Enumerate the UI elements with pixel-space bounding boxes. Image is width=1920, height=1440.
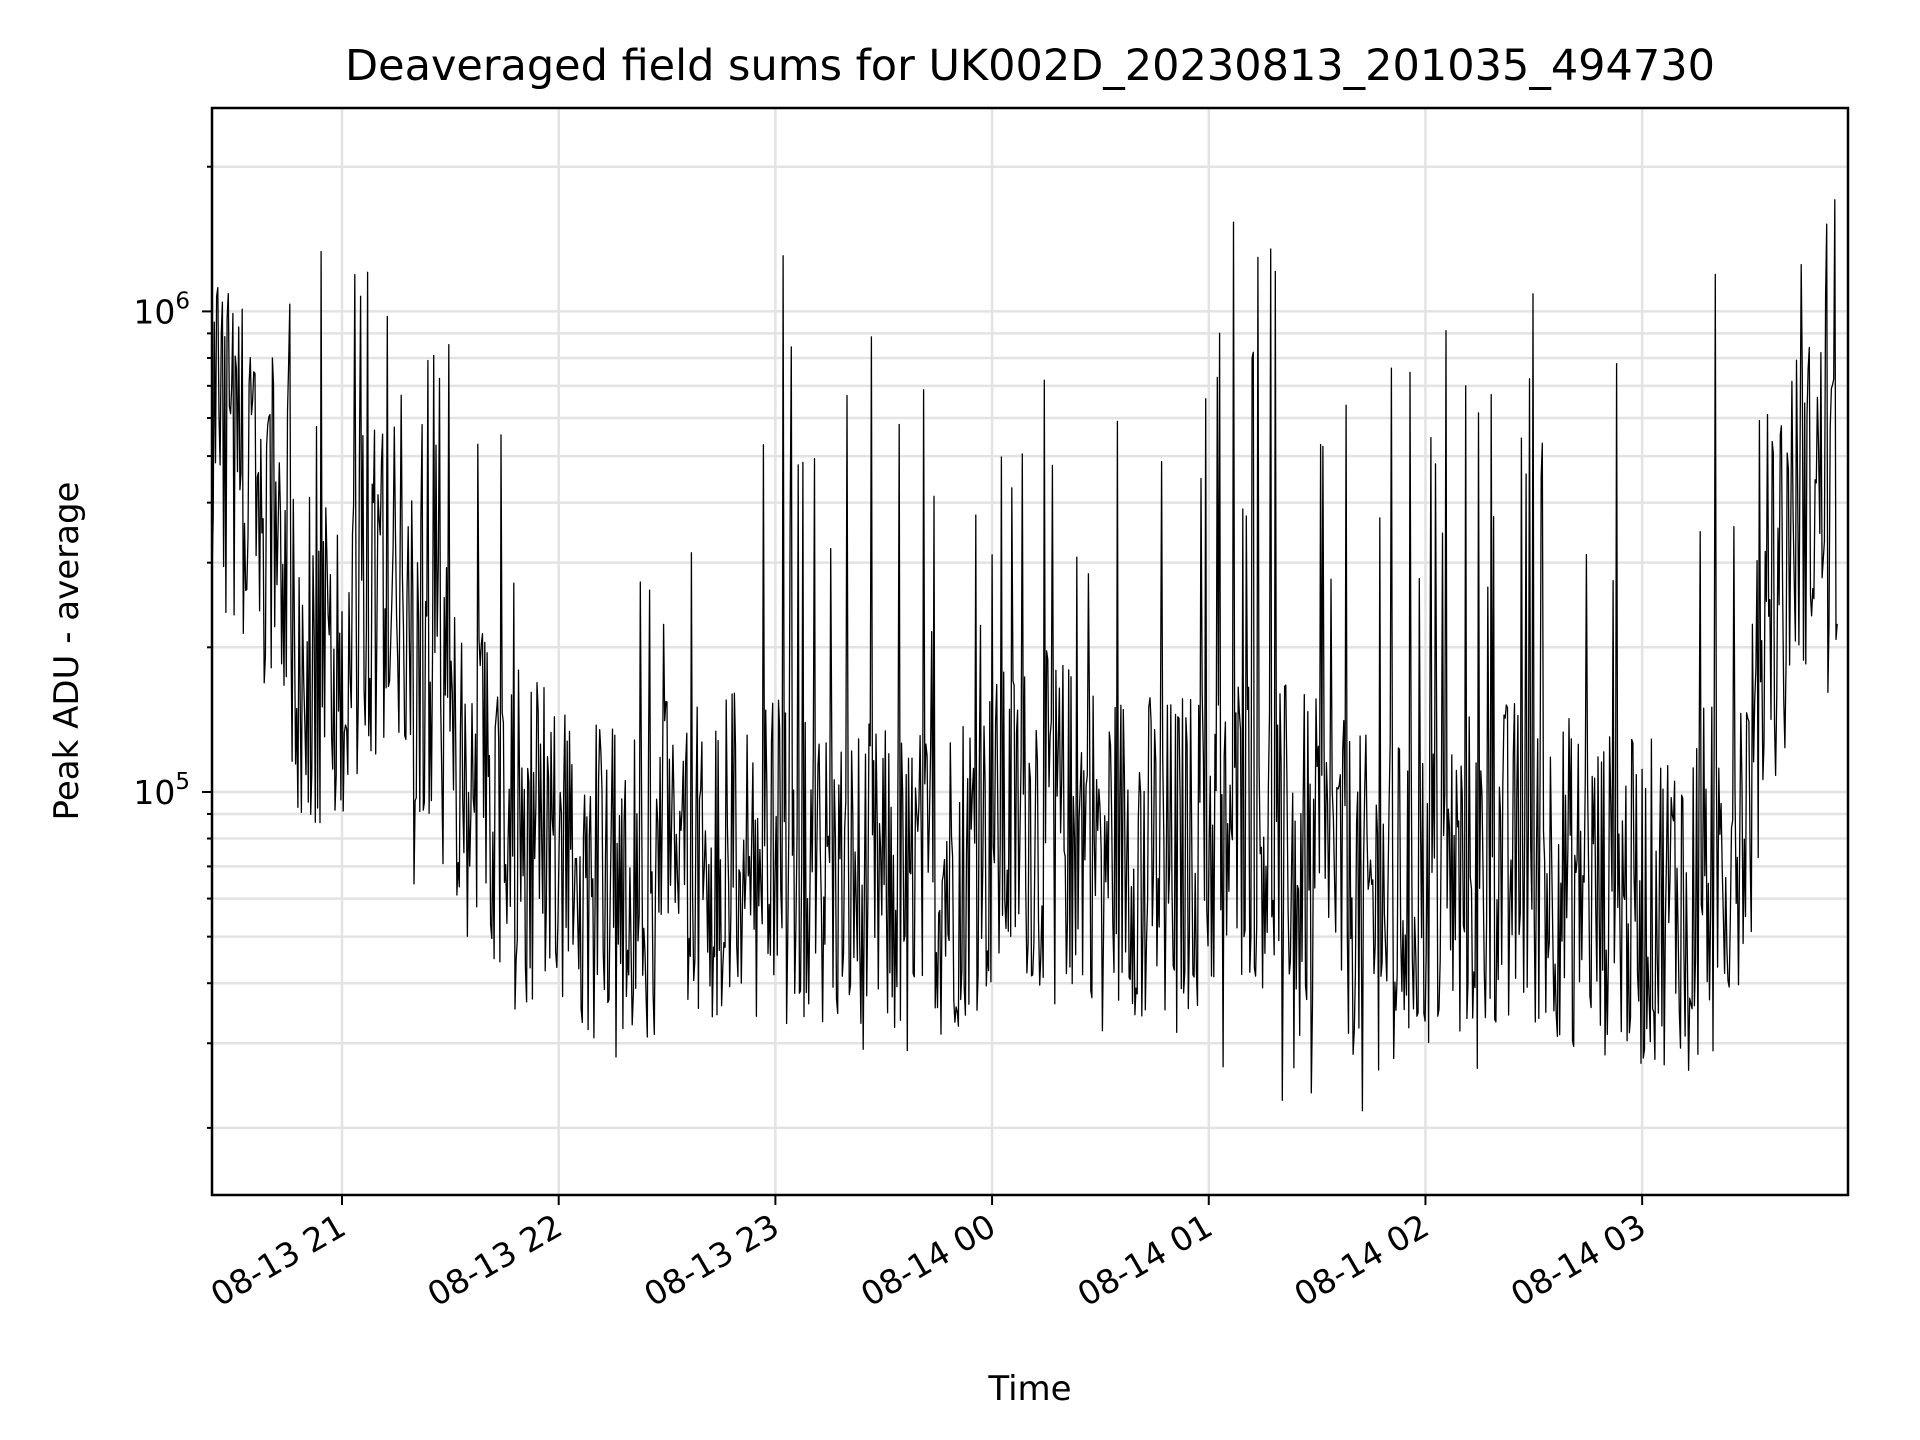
plot-frame <box>210 106 1850 1197</box>
y-tick-label: 105 <box>133 769 190 812</box>
chart-title: Deaveraged field sums for UK002D_2023081… <box>345 41 1715 91</box>
x-axis-label: Time <box>987 1369 1071 1409</box>
series-layer <box>211 199 1838 1112</box>
y-tick-label: 106 <box>133 288 190 331</box>
grid <box>212 108 1848 1195</box>
y-axis-label: Peak ADU - average <box>47 482 87 821</box>
series-line-0 <box>211 199 1838 1112</box>
